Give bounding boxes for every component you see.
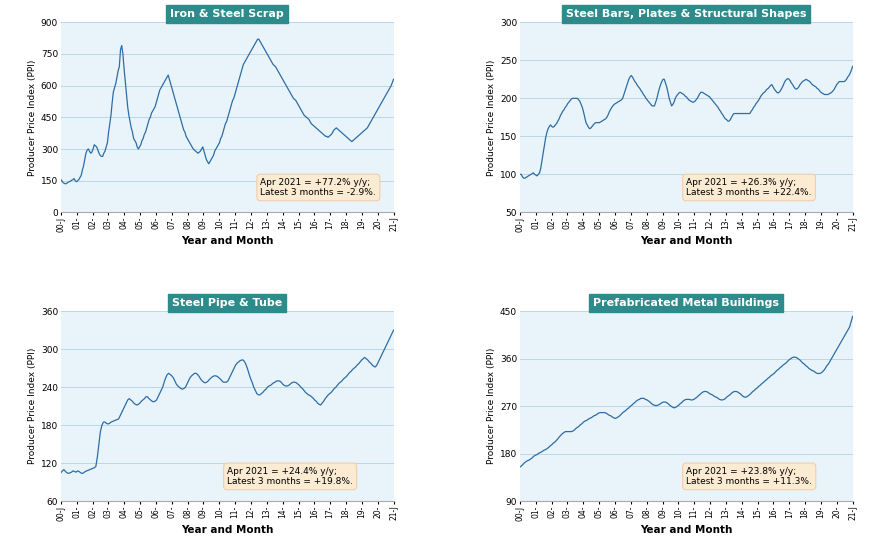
Title: Steel Pipe & Tube: Steel Pipe & Tube xyxy=(172,297,282,307)
Y-axis label: Producer Price Index (PPI): Producer Price Index (PPI) xyxy=(28,59,36,175)
X-axis label: Year and Month: Year and Month xyxy=(640,236,732,246)
Title: Steel Bars, Plates & Structural Shapes: Steel Bars, Plates & Structural Shapes xyxy=(566,9,806,19)
X-axis label: Year and Month: Year and Month xyxy=(181,525,273,535)
Y-axis label: Producer Price Index (PPI): Producer Price Index (PPI) xyxy=(486,348,495,465)
Title: Iron & Steel Scrap: Iron & Steel Scrap xyxy=(170,9,284,19)
X-axis label: Year and Month: Year and Month xyxy=(181,236,273,246)
Text: Apr 2021 = +23.8% y/y;
Latest 3 months = +11.3%.: Apr 2021 = +23.8% y/y; Latest 3 months =… xyxy=(686,467,812,486)
Text: Apr 2021 = +26.3% y/y;
Latest 3 months = +22.4%.: Apr 2021 = +26.3% y/y; Latest 3 months =… xyxy=(686,178,811,197)
Y-axis label: Producer Price Index (PPI): Producer Price Index (PPI) xyxy=(486,59,495,175)
X-axis label: Year and Month: Year and Month xyxy=(640,525,732,535)
Text: Apr 2021 = +77.2% y/y;
Latest 3 months = -2.9%.: Apr 2021 = +77.2% y/y; Latest 3 months =… xyxy=(260,178,375,197)
Y-axis label: Producer Price Index (PPI): Producer Price Index (PPI) xyxy=(28,348,36,465)
Text: Apr 2021 = +24.4% y/y;
Latest 3 months = +19.8%.: Apr 2021 = +24.4% y/y; Latest 3 months =… xyxy=(227,467,353,486)
Title: Prefabricated Metal Buildings: Prefabricated Metal Buildings xyxy=(593,297,779,307)
